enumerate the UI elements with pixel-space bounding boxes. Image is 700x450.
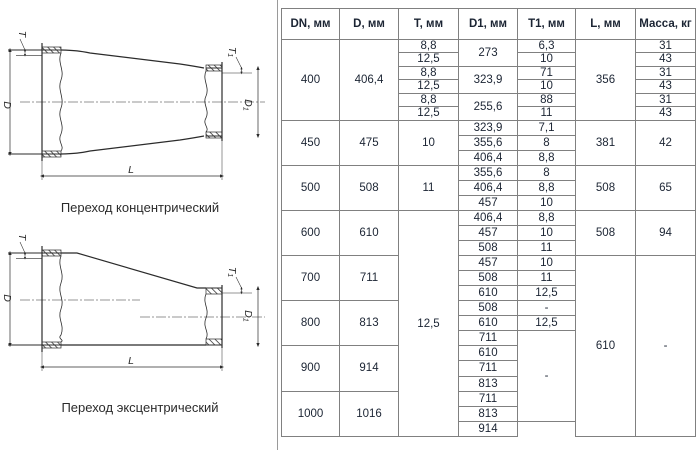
svg-text:D1: D1 — [242, 99, 255, 111]
svg-text:L: L — [128, 355, 134, 367]
svg-text:T1: T1 — [226, 47, 238, 57]
svg-text:D1: D1 — [242, 310, 255, 322]
svg-text:T1: T1 — [226, 267, 238, 277]
svg-text:Переход концентрический: Переход концентрический — [61, 200, 219, 215]
svg-text:Переход эксцентрический: Переход эксцентрический — [61, 400, 218, 415]
svg-text:T: T — [16, 234, 28, 242]
svg-text:L: L — [128, 164, 134, 176]
svg-text:D: D — [1, 294, 13, 302]
svg-text:T: T — [16, 31, 28, 39]
svg-text:D: D — [1, 101, 13, 109]
